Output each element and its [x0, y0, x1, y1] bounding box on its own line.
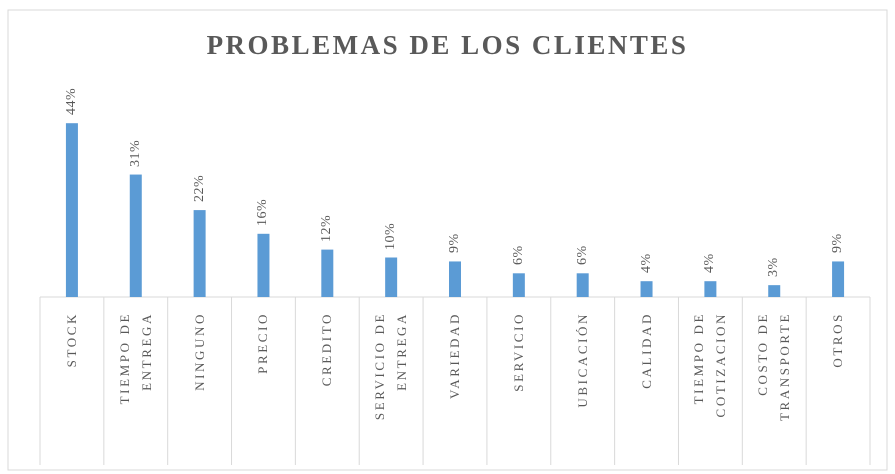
bar [193, 210, 206, 297]
bar [704, 281, 717, 297]
bar [129, 174, 142, 297]
bar [385, 257, 398, 297]
data-label: 6% [574, 245, 590, 266]
bar [449, 261, 461, 297]
bar [321, 249, 334, 297]
bar [65, 123, 78, 297]
chart-border [7, 9, 888, 471]
x-tick-label: CALIDAD [638, 312, 654, 389]
x-tick-label: STOCK [63, 312, 79, 368]
x-tick-label: SERVICIO DE ENTREGA [372, 312, 410, 421]
data-label: 4% [638, 253, 654, 274]
x-tick-label: UBICACIÓN [574, 312, 590, 408]
x-tick-label: NINGUNO [191, 312, 207, 391]
bar [512, 273, 525, 297]
x-tick-label: SERVICIO [510, 312, 526, 392]
bar [768, 285, 781, 297]
data-label: 31% [127, 139, 143, 167]
bar [576, 273, 589, 297]
data-label: 6% [510, 245, 526, 266]
chart-title: PROBLEMAS DE LOS CLIENTES [206, 30, 689, 60]
bar [640, 281, 653, 297]
data-label: 3% [766, 257, 782, 278]
x-tick-label: CREDITO [319, 312, 335, 387]
bar [257, 233, 270, 297]
data-label: 16% [255, 198, 271, 226]
x-tick-label: OTROS [830, 312, 846, 368]
data-label: 12% [319, 214, 335, 242]
x-tick-label: TIEMPO DE COTIZACION [691, 312, 729, 418]
data-label: 22% [191, 174, 207, 203]
data-label: 9% [447, 233, 462, 254]
data-label: 44% [63, 88, 79, 116]
data-label: 10% [383, 222, 399, 250]
data-label: 9% [830, 233, 846, 254]
data-label: 4% [702, 253, 718, 274]
x-tick-label: VARIEDAD [447, 312, 462, 400]
x-tick-label: COSTO DE TRANSPORTE [755, 312, 793, 422]
x-tick-label: PRECIO [255, 312, 271, 374]
x-tick-label: TIEMPO DE ENTREGA [116, 312, 154, 405]
bar [832, 261, 845, 297]
